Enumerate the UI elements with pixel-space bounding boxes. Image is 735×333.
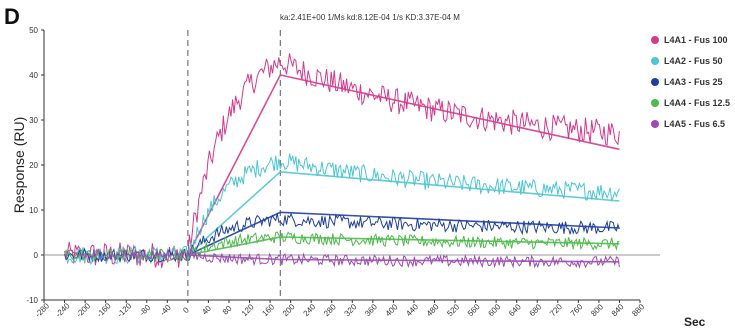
x-tick-label: 240 bbox=[301, 302, 317, 318]
series-line bbox=[64, 231, 620, 263]
legend-marker bbox=[651, 120, 659, 128]
legend-marker bbox=[651, 99, 659, 107]
y-tick-label: 50 bbox=[29, 26, 38, 35]
y-tick-label: 0 bbox=[34, 251, 39, 260]
x-tick-label: 520 bbox=[445, 302, 461, 318]
x-tick-label: 360 bbox=[363, 302, 379, 318]
x-tick-label: 280 bbox=[322, 302, 338, 318]
plot-area bbox=[64, 53, 620, 270]
x-tick-label: 480 bbox=[425, 302, 441, 318]
legend-marker bbox=[651, 57, 659, 65]
y-tick-label: -10 bbox=[26, 296, 38, 305]
legend-marker bbox=[651, 36, 659, 44]
y-tick-label: 30 bbox=[29, 116, 38, 125]
x-tick-label: -200 bbox=[74, 301, 92, 319]
legend-marker bbox=[651, 78, 659, 86]
x-tick-label: -120 bbox=[116, 301, 134, 319]
x-tick-label: 800 bbox=[589, 302, 605, 318]
series-line bbox=[64, 53, 620, 269]
legend-entry: L4A5 - Fus 6.5 bbox=[664, 119, 725, 129]
x-tick-label: 680 bbox=[528, 302, 544, 318]
series-fit-line bbox=[187, 254, 620, 263]
y-tick-label: 40 bbox=[29, 71, 38, 80]
x-tick-label: 200 bbox=[281, 302, 297, 318]
x-tick-label: 160 bbox=[260, 302, 276, 318]
y-tick-label: 10 bbox=[29, 206, 38, 215]
x-tick-label: 560 bbox=[466, 302, 482, 318]
x-tick-label: 880 bbox=[630, 302, 646, 318]
series-line bbox=[64, 153, 620, 266]
series-line bbox=[64, 248, 620, 270]
x-tick-label: 320 bbox=[343, 302, 359, 318]
series-fit-line bbox=[187, 74, 620, 256]
x-tick-label: -40 bbox=[158, 303, 173, 318]
x-tick-label: 720 bbox=[548, 302, 564, 318]
panel-label: D bbox=[4, 4, 20, 29]
x-tick-label: 40 bbox=[200, 304, 213, 317]
legend-entry: L4A2 - Fus 50 bbox=[664, 56, 723, 66]
x-tick-label: 760 bbox=[569, 302, 585, 318]
series-fit-line bbox=[187, 211, 620, 256]
legend-entry: L4A1 - Fus 100 bbox=[664, 35, 728, 45]
x-tick-label: 440 bbox=[404, 302, 420, 318]
x-tick-label: 640 bbox=[507, 302, 523, 318]
y-tick-label: 20 bbox=[29, 161, 38, 170]
chart-title: ka:2.41E+00 1/Ms kd:8.12E-04 1/s KD:3.37… bbox=[280, 13, 460, 22]
x-tick-label: -160 bbox=[95, 301, 113, 319]
x-tick-label: 600 bbox=[486, 302, 502, 318]
x-axis-title: Sec bbox=[684, 315, 706, 329]
x-tick-label: 120 bbox=[240, 302, 256, 318]
series-fit-line bbox=[187, 170, 620, 256]
x-tick-label: -240 bbox=[54, 301, 72, 319]
legend-entry: L4A3 - Fus 25 bbox=[664, 77, 723, 87]
x-tick-label: 400 bbox=[384, 302, 400, 318]
legend-entry: L4A4 - Fus 12.5 bbox=[664, 98, 730, 108]
legend: L4A1 - Fus 100 L4A2 - Fus 50 L4A3 - Fus 25… bbox=[651, 35, 730, 129]
x-tick-label: -80 bbox=[138, 303, 153, 318]
y-axis-title: Response (RU) bbox=[11, 117, 27, 213]
x-tick-label: 80 bbox=[221, 304, 234, 317]
series-fit-line bbox=[187, 236, 620, 256]
x-tick-label: 0 bbox=[181, 305, 191, 315]
x-tick-label: 840 bbox=[610, 302, 626, 318]
